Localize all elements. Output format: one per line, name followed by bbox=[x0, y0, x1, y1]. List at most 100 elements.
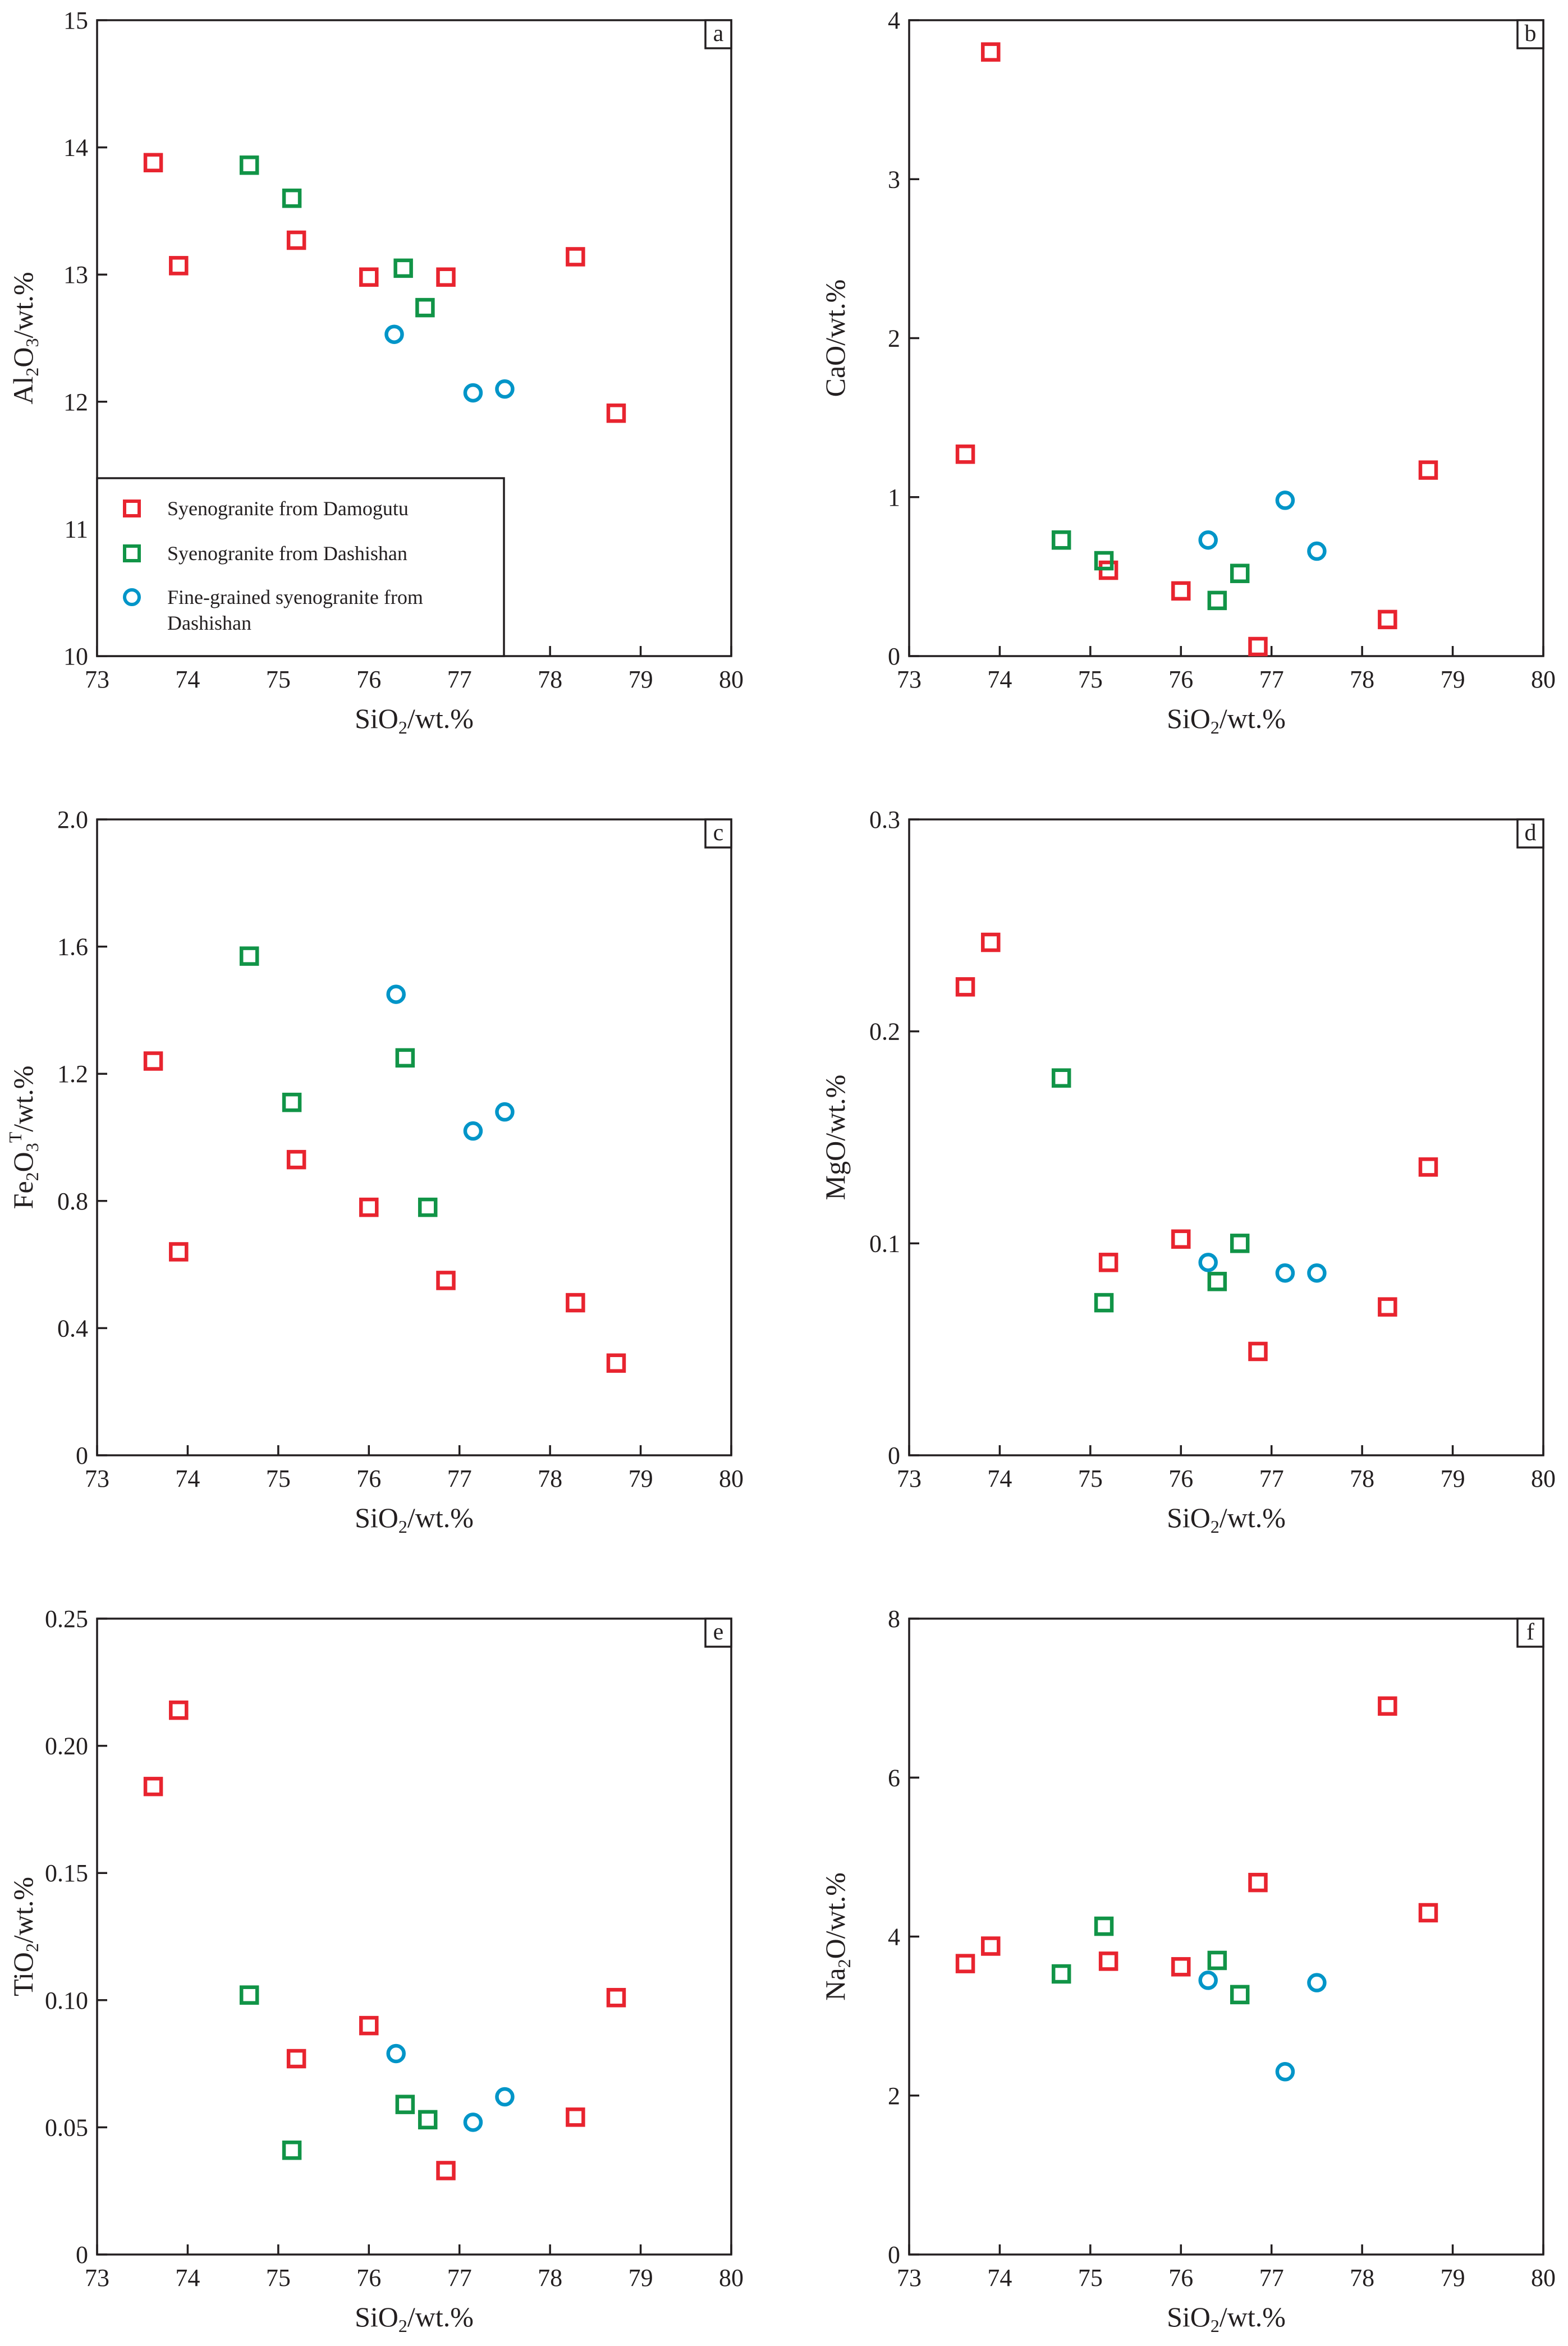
point-dashishan bbox=[418, 1197, 438, 1217]
point-damogutu bbox=[606, 1988, 626, 2008]
point-dashishan bbox=[415, 297, 435, 318]
y-tick-label: 0.1 bbox=[869, 1230, 900, 1257]
panel-tag: b bbox=[1525, 21, 1537, 47]
point-damogutu bbox=[143, 153, 163, 173]
legend-marker-dashishan bbox=[123, 544, 141, 562]
x-tick-label: 80 bbox=[1531, 2264, 1556, 2292]
plot-frame bbox=[96, 818, 732, 1456]
x-axis-label: SiO2/wt.% bbox=[1167, 703, 1286, 737]
x-tick-label: 77 bbox=[447, 2264, 472, 2292]
x-tick-label: 80 bbox=[719, 666, 744, 693]
x-tick-label: 79 bbox=[629, 666, 653, 693]
x-tick-label: 79 bbox=[629, 1465, 653, 1492]
point-dashishan bbox=[1207, 590, 1227, 611]
x-tick-label: 75 bbox=[1078, 1465, 1103, 1492]
panel-tag: c bbox=[713, 820, 724, 846]
point-dashishan bbox=[1230, 1985, 1250, 2005]
panel-tag-box bbox=[704, 1618, 732, 1648]
point-fine_grained bbox=[1275, 1263, 1295, 1283]
x-tick-label: 75 bbox=[266, 1465, 291, 1492]
point-dashishan bbox=[282, 2140, 302, 2160]
y-tick-label: 2 bbox=[888, 325, 900, 352]
panel-tag-box bbox=[704, 818, 732, 849]
point-damogutu bbox=[955, 977, 975, 997]
point-damogutu bbox=[359, 1197, 379, 1217]
y-axis-label: Na2O/wt.% bbox=[819, 1872, 854, 2000]
x-tick-label: 80 bbox=[719, 1465, 744, 1492]
legend-label: Fine-grained syenogranite from bbox=[167, 586, 423, 608]
point-damogutu bbox=[1098, 1253, 1118, 1272]
point-damogutu bbox=[981, 1936, 1001, 1956]
point-fine_grained bbox=[463, 383, 483, 403]
point-damogutu bbox=[286, 230, 306, 250]
x-axis-label: SiO2/wt.% bbox=[355, 2301, 474, 2336]
point-damogutu bbox=[981, 932, 1001, 952]
point-damogutu bbox=[955, 445, 975, 464]
legend-marker-fine_grained bbox=[123, 588, 141, 606]
point-damogutu bbox=[1418, 460, 1438, 480]
point-fine_grained bbox=[1198, 1971, 1218, 1990]
panel-tag: a bbox=[713, 21, 724, 47]
y-tick-label: 4 bbox=[888, 1923, 900, 1951]
point-fine_grained bbox=[1198, 530, 1218, 550]
point-fine_grained bbox=[1275, 491, 1295, 510]
x-tick-label: 75 bbox=[266, 2264, 291, 2292]
point-fine_grained bbox=[1307, 541, 1327, 561]
x-tick-label: 74 bbox=[987, 2264, 1012, 2292]
x-tick-label: 78 bbox=[538, 2264, 562, 2292]
x-tick-label: 79 bbox=[1441, 666, 1465, 693]
point-dashishan bbox=[393, 258, 413, 278]
y-tick-label: 14 bbox=[63, 134, 88, 162]
x-tick-label: 80 bbox=[719, 2264, 744, 2292]
x-tick-label: 78 bbox=[1350, 1465, 1374, 1492]
point-damogutu bbox=[143, 1776, 163, 1797]
point-dashishan bbox=[282, 188, 302, 208]
x-tick-label: 73 bbox=[85, 1465, 109, 1492]
point-fine_grained bbox=[386, 2043, 406, 2064]
y-axis-label: MgO/wt.% bbox=[819, 1075, 851, 1201]
point-dashishan bbox=[282, 1092, 302, 1112]
panel-d: 73 74 75 76 77 78 79 80 0 0.1 0.2 0.3 SiO2/wt.% MgO/w… bbox=[819, 806, 1556, 1537]
y-tick-label: 0.2 bbox=[869, 1018, 900, 1046]
point-damogutu bbox=[566, 247, 585, 267]
point-damogutu bbox=[436, 267, 456, 287]
x-tick-label: 79 bbox=[1441, 2264, 1465, 2292]
point-damogutu bbox=[1248, 636, 1268, 657]
point-dashishan bbox=[1051, 530, 1071, 550]
x-tick-label: 74 bbox=[175, 666, 200, 693]
x-tick-label: 80 bbox=[1531, 1465, 1556, 1492]
x-tick-label: 78 bbox=[1350, 2264, 1374, 2292]
x-axis-label: SiO2/wt.% bbox=[1167, 2301, 1286, 2336]
point-dashishan bbox=[1094, 551, 1114, 571]
y-tick-label: 15 bbox=[63, 7, 88, 34]
point-fine_grained bbox=[1198, 1253, 1218, 1272]
legend: Syenogranite from Damogutu Syenogranite f… bbox=[96, 477, 505, 657]
point-damogutu bbox=[606, 403, 626, 423]
point-damogutu bbox=[1248, 1872, 1268, 1893]
x-tick-label: 77 bbox=[447, 1465, 472, 1492]
x-tick-label: 73 bbox=[897, 666, 921, 693]
x-axis-label: SiO2/wt.% bbox=[1167, 1502, 1286, 1537]
point-damogutu bbox=[981, 42, 1001, 62]
panel-tag-box bbox=[1516, 19, 1544, 49]
x-tick-label: 79 bbox=[629, 2264, 653, 2292]
point-damogutu bbox=[955, 1954, 975, 1973]
point-damogutu bbox=[169, 1700, 189, 1720]
plot-frame bbox=[908, 818, 1544, 1456]
x-axis-label: SiO2/wt.% bbox=[355, 703, 474, 737]
legend-label: Dashishan bbox=[167, 612, 251, 634]
panel-tag-box bbox=[1516, 1618, 1544, 1648]
x-tick-label: 76 bbox=[1168, 2264, 1193, 2292]
y-tick-label: 0.25 bbox=[45, 1605, 88, 1633]
x-tick-label: 74 bbox=[987, 1465, 1012, 1492]
x-tick-label: 73 bbox=[897, 1465, 921, 1492]
legend-label: Syenogranite from Dashishan bbox=[167, 542, 407, 565]
point-dashishan bbox=[239, 155, 259, 175]
panel-tag: f bbox=[1526, 1619, 1534, 1645]
point-damogutu bbox=[1171, 1957, 1191, 1977]
point-fine_grained bbox=[495, 2087, 515, 2107]
y-tick-label: 1.2 bbox=[57, 1060, 88, 1088]
panel-e: 73 74 75 76 77 78 79 80 0 0.05 0.10 0.15 0.20 0.25 SiO… bbox=[7, 1605, 744, 2336]
y-tick-label: 10 bbox=[63, 643, 88, 670]
